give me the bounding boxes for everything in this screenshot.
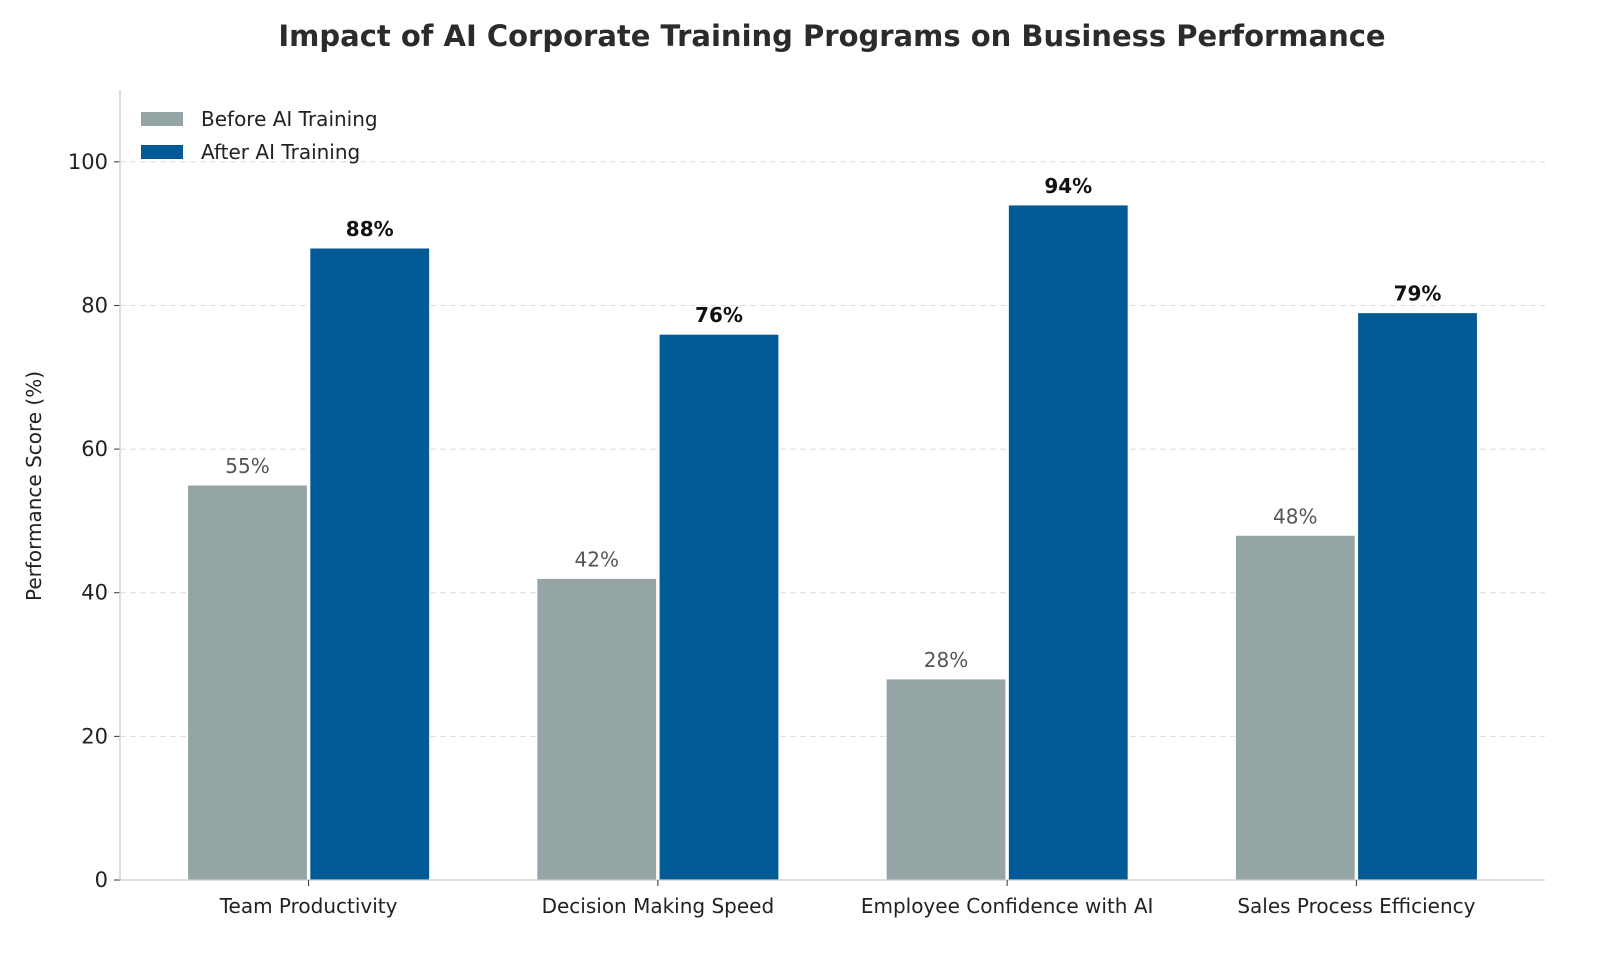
y-tick-label: 0: [95, 868, 108, 892]
data-label: 76%: [695, 303, 743, 327]
chart-title: Impact of AI Corporate Training Programs…: [278, 19, 1385, 53]
legend-label: After AI Training: [201, 140, 360, 164]
bar-before: [187, 484, 308, 881]
data-label: 94%: [1044, 174, 1092, 198]
bar-before: [1234, 534, 1356, 881]
legend-swatch: [141, 145, 183, 159]
x-tick-label: Decision Making Speed: [542, 894, 775, 918]
data-label: 88%: [346, 217, 394, 241]
y-tick-label: 80: [81, 293, 108, 317]
bar-before: [885, 678, 1007, 881]
x-tick-label: Team Productivity: [219, 894, 398, 918]
y-axis-label: Performance Score (%): [22, 371, 46, 601]
bar-after: [1007, 204, 1129, 881]
x-tick-label: Sales Process Efficiency: [1237, 894, 1475, 918]
y-tick-label: 100: [68, 150, 108, 174]
bar-before: [536, 577, 658, 881]
y-tick-label: 60: [81, 437, 108, 461]
data-label: 79%: [1394, 282, 1442, 306]
data-label: 28%: [924, 648, 968, 672]
data-label: 42%: [575, 547, 619, 571]
legend-swatch: [141, 112, 183, 126]
bar-after: [309, 247, 431, 881]
data-label: 48%: [1273, 504, 1317, 528]
data-label: 55%: [225, 454, 269, 478]
y-tick-label: 40: [81, 581, 108, 605]
bar-after: [658, 333, 780, 881]
legend-label: Before AI Training: [201, 107, 378, 131]
x-tick-label: Employee Confidence with AI: [861, 894, 1154, 918]
y-tick-label: 20: [81, 724, 108, 748]
bar-after: [1357, 312, 1478, 881]
